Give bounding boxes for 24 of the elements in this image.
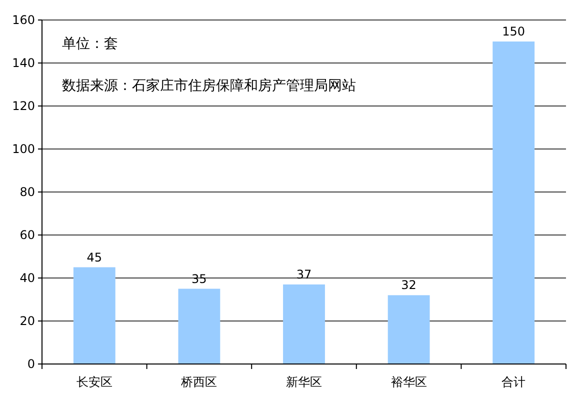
annotation: 数据来源：石家庄市住房保障和房产管理局网站 xyxy=(62,78,356,94)
data-label: 150 xyxy=(502,24,526,38)
y-tick-label: 60 xyxy=(20,228,35,242)
y-tick-label: 120 xyxy=(12,99,35,113)
x-tick-label: 裕华区 xyxy=(390,375,427,389)
data-label: 45 xyxy=(86,250,102,264)
annotation: 单位：套 xyxy=(62,36,118,52)
x-tick-label: 新华区 xyxy=(286,375,322,389)
data-label: 32 xyxy=(401,278,416,292)
y-tick-label: 0 xyxy=(27,357,35,371)
y-tick-label: 80 xyxy=(20,185,35,199)
bar xyxy=(73,267,116,364)
bar xyxy=(388,295,430,364)
y-tick-label: 20 xyxy=(20,314,35,328)
y-tick-label: 40 xyxy=(20,271,35,285)
y-tick-label: 140 xyxy=(12,56,35,70)
y-tick-label: 100 xyxy=(12,142,35,156)
y-tick-label: 160 xyxy=(12,13,35,27)
x-tick-label: 合计 xyxy=(502,375,526,389)
bar xyxy=(178,288,220,364)
x-tick-label: 桥西区 xyxy=(180,375,218,389)
bar xyxy=(492,42,535,364)
bar xyxy=(283,284,325,364)
x-tick-label: 长安区 xyxy=(76,375,112,389)
